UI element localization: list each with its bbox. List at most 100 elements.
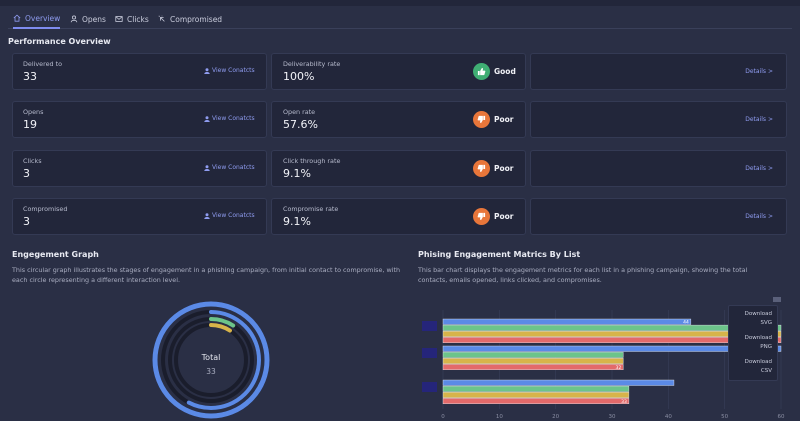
mail-icon [115, 16, 123, 22]
metric-value: 33 [23, 70, 37, 83]
x-tick-label: 60 [778, 414, 785, 420]
engagement-ring-chart: Total 33 [152, 301, 270, 419]
ring-arc [152, 301, 270, 419]
metric-label: Clicks [23, 157, 42, 165]
rate-label: Open rate [283, 108, 316, 116]
metric-card-count: Clicks 3 View Conatcts [12, 150, 267, 187]
download-menu: Download SVG Download PNG Download CSV [728, 305, 778, 381]
bar[interactable] [442, 379, 675, 386]
x-tick-label: 50 [721, 414, 728, 420]
bar[interactable] [442, 337, 782, 343]
tab-overview[interactable]: Overview [13, 9, 61, 29]
details-link[interactable]: Details > [745, 213, 773, 220]
bar[interactable] [442, 364, 624, 370]
metric-card-rate: Open rate 57.6% Poor [271, 101, 526, 138]
metric-label: Compromised [23, 205, 68, 213]
metric-card-details: Details > [530, 53, 787, 90]
rate-value: 57.6% [283, 118, 318, 131]
status-badge: Good [473, 63, 516, 80]
metric-card-details: Details > [530, 198, 787, 235]
tab-compromised[interactable]: Compromised [158, 9, 222, 29]
status-text: Poor [494, 115, 514, 124]
tab-clicks[interactable]: Clicks [115, 9, 149, 29]
ring-center-value: 33 [206, 367, 216, 376]
x-tick-label: 20 [552, 414, 559, 420]
view-contacts-link[interactable]: View Conatcts [204, 67, 255, 74]
details-link[interactable]: Details > [745, 68, 773, 75]
download-png-option[interactable]: Download PNG [744, 335, 772, 350]
status-text: Good [494, 67, 516, 76]
rate-label: Click through rate [283, 157, 341, 165]
category-label-swatch [422, 348, 437, 358]
bar[interactable] [442, 351, 624, 358]
engagement-graph-description: This circular graph illustrates the stag… [12, 266, 401, 284]
bar[interactable] [442, 345, 782, 352]
bar[interactable] [442, 358, 624, 364]
bar[interactable] [442, 391, 630, 398]
metric-value: 19 [23, 118, 37, 131]
ring-arc [168, 317, 254, 403]
rate-value: 100% [283, 70, 315, 83]
x-tick-label: 40 [665, 414, 672, 420]
view-contacts-label: View Conatcts [212, 164, 255, 171]
status-badge: Poor [473, 111, 514, 128]
rate-label: Compromise rate [283, 205, 339, 213]
metric-label: Delivered to [23, 60, 63, 68]
ring-arc [161, 310, 261, 410]
rate-value: 9.1% [283, 215, 311, 228]
user-icon [70, 15, 78, 23]
metric-card-details: Details > [530, 101, 787, 138]
status-text: Poor [494, 212, 514, 221]
ring-center-label: Total [201, 353, 221, 362]
cursor-click-icon [158, 15, 165, 22]
metric-card-details: Details > [530, 150, 787, 187]
thumbs-down-icon [473, 111, 490, 128]
metric-value: 3 [23, 215, 30, 228]
metric-label: Opens [23, 108, 44, 116]
bar[interactable] [442, 398, 630, 405]
view-contacts-label: View Conatcts [212, 115, 255, 122]
ring-arc [174, 323, 248, 397]
download-csv-option[interactable]: Download CSV [744, 359, 772, 374]
metric-card-rate: Click through rate 9.1% Poor [271, 150, 526, 187]
bar-data-label: 32 [616, 365, 622, 371]
status-text: Poor [494, 164, 514, 173]
view-contacts-link[interactable]: View Conatcts [204, 115, 255, 122]
metrics-bar-chart: 010203040506044413233 [422, 310, 785, 420]
metric-card-rate: Compromise rate 9.1% Poor [271, 198, 526, 235]
bar[interactable] [442, 385, 630, 392]
x-tick-label: 10 [496, 414, 503, 420]
tab-label: Compromised [170, 14, 223, 24]
metric-card-rate: Deliverability rate 100% Good [271, 53, 526, 90]
view-contacts-link[interactable]: View Conatcts [204, 164, 255, 171]
home-icon [13, 14, 21, 22]
rate-label: Deliverability rate [283, 60, 341, 68]
details-link[interactable]: Details > [745, 165, 773, 172]
metric-card-count: Opens 19 View Conatcts [12, 101, 267, 138]
view-contacts-label: View Conatcts [212, 212, 255, 219]
bar-data-label: 33 [621, 399, 627, 405]
user-icon [204, 212, 210, 219]
bar[interactable] [442, 318, 692, 325]
status-badge: Poor [473, 208, 514, 225]
download-svg-option[interactable]: Download SVG [744, 311, 772, 326]
user-icon [204, 164, 210, 171]
top-bar [0, 0, 800, 6]
user-icon [204, 67, 210, 74]
tab-opens[interactable]: Opens [70, 9, 106, 29]
rate-value: 9.1% [283, 167, 311, 180]
thumbs-down-icon [473, 208, 490, 225]
category-label-swatch [422, 382, 437, 392]
tab-label: Overview [25, 13, 61, 23]
view-contacts-label: View Conatcts [212, 67, 255, 74]
chart-menu-button[interactable] [773, 297, 781, 302]
metric-card-count: Compromised 3 View Conatcts [12, 198, 267, 235]
bar[interactable] [442, 331, 782, 337]
metrics-chart-title: Phising Engagement Matrics By List [418, 250, 581, 259]
metric-card-count: Delivered to 33 View Conatcts [12, 53, 267, 90]
bar[interactable] [442, 324, 782, 331]
view-contacts-link[interactable]: View Conatcts [204, 212, 255, 219]
x-tick-label: 0 [441, 414, 445, 420]
details-link[interactable]: Details > [745, 116, 773, 123]
metric-value: 3 [23, 167, 30, 180]
